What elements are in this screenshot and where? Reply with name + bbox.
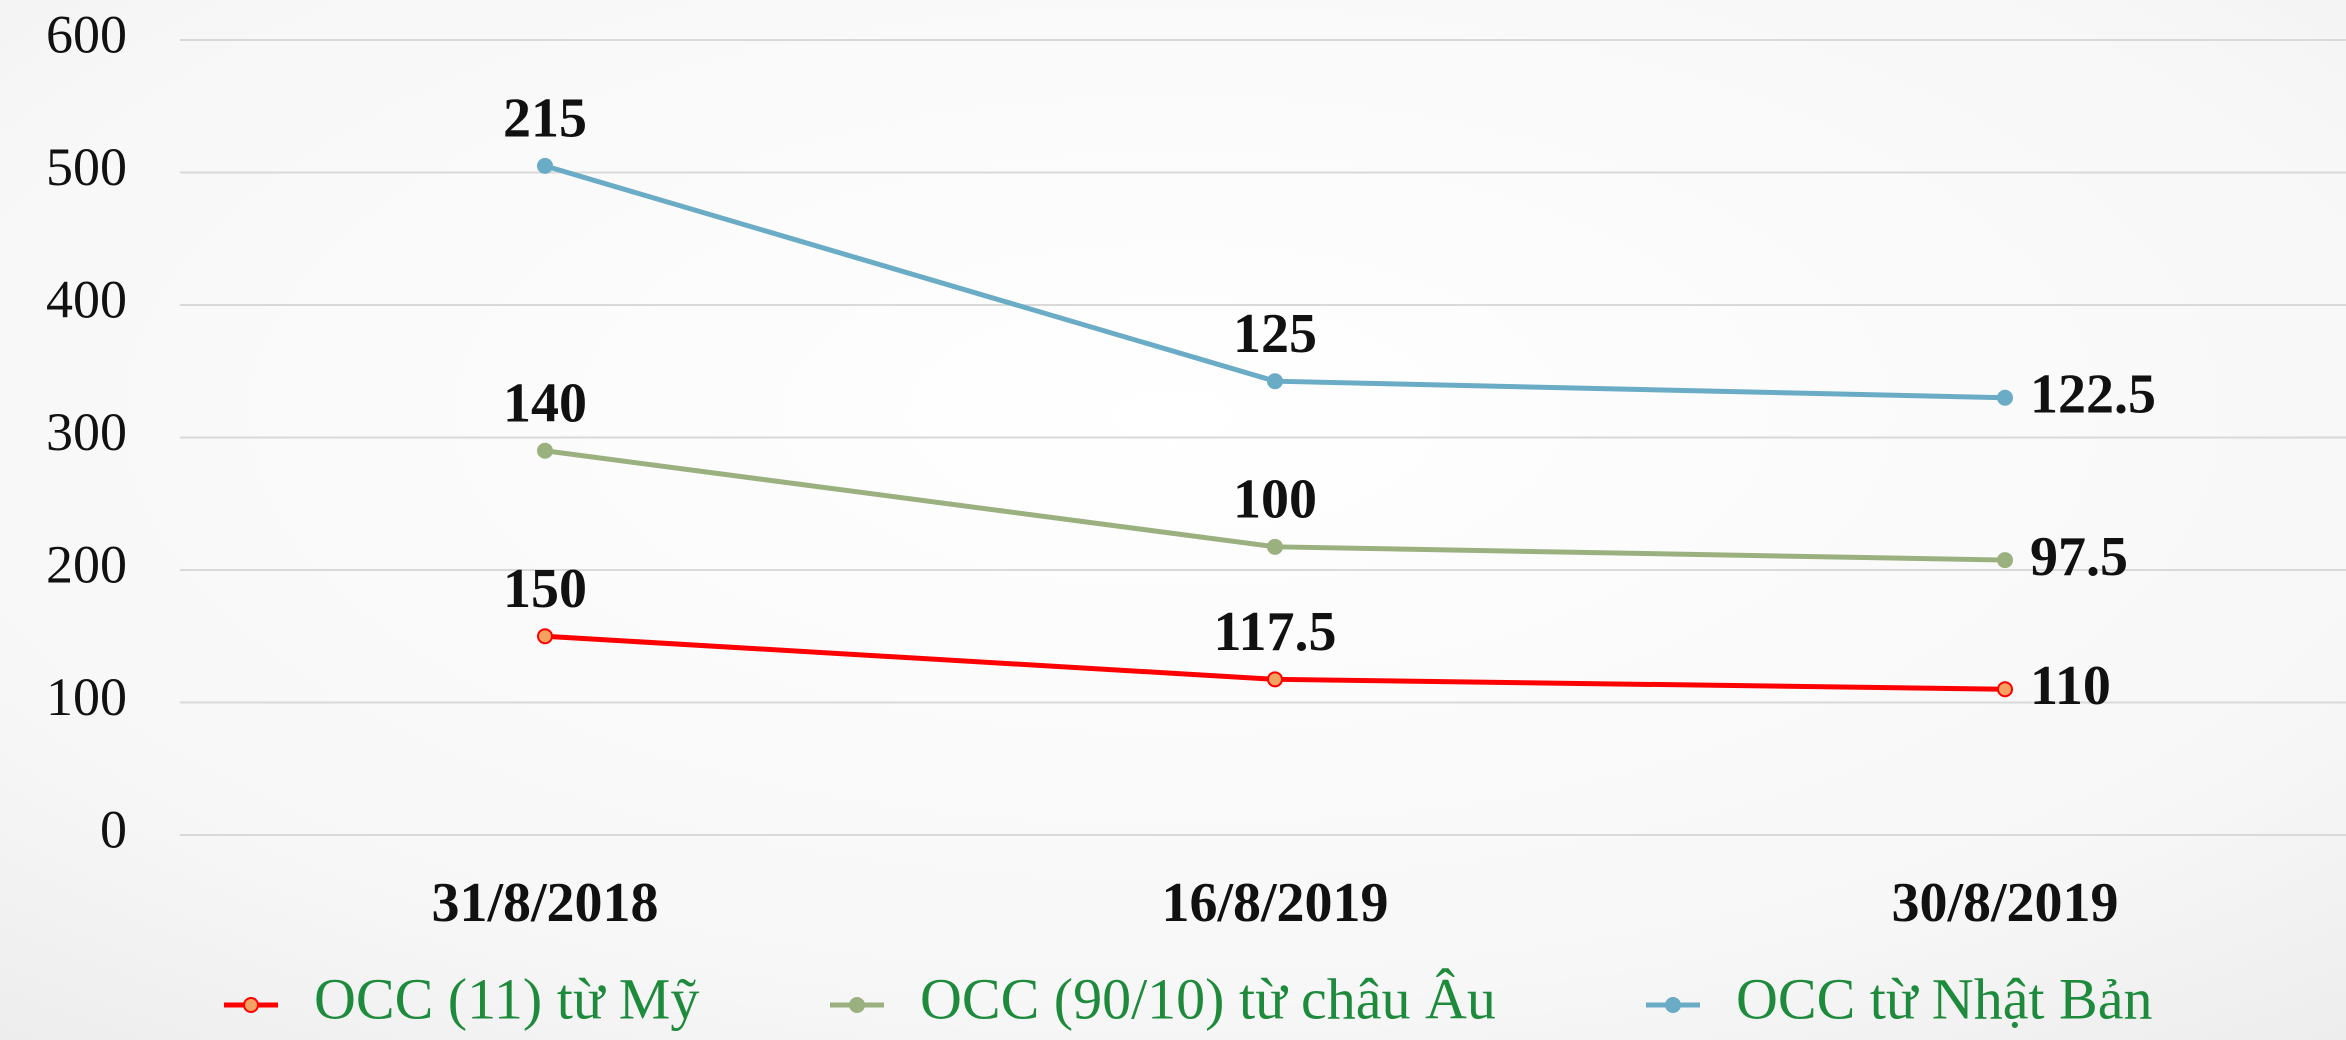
data-label: 125 — [1233, 303, 1317, 365]
point — [537, 157, 553, 174]
x-tick-label: 31/8/2018 — [431, 872, 658, 934]
y-tick-label: 300 — [46, 402, 127, 462]
legend-label: OCC từ Nhật Bản — [1736, 966, 2152, 1031]
x-tick-label: 16/8/2019 — [1161, 872, 1388, 934]
point — [1267, 671, 1283, 688]
y-tick-label: 0 — [100, 799, 127, 859]
data-label: 140 — [503, 373, 587, 435]
legend-label: OCC (11) từ Mỹ — [314, 966, 699, 1031]
data-label: 122.5 — [2030, 364, 2156, 426]
y-tick-label: 100 — [46, 667, 127, 727]
point — [537, 628, 553, 645]
y-tick-label: 500 — [46, 137, 127, 197]
point — [1267, 373, 1283, 390]
y-tick-label: 200 — [46, 534, 127, 594]
data-label: 150 — [503, 558, 587, 620]
y-tick-label: 600 — [46, 4, 127, 64]
y-tick-label: 400 — [46, 269, 127, 329]
data-label: 100 — [1233, 469, 1317, 531]
legend-marker — [243, 997, 259, 1013]
point — [1997, 681, 2013, 698]
data-label: 110 — [2030, 655, 2111, 717]
legend-marker — [849, 997, 865, 1013]
data-label: 215 — [503, 88, 587, 150]
point — [1997, 552, 2013, 569]
legend-label: OCC (90/10) từ châu Âu — [920, 966, 1496, 1031]
data-label: 97.5 — [2030, 526, 2128, 588]
point — [1267, 538, 1283, 555]
x-tick-label: 30/8/2019 — [1891, 872, 2118, 934]
point — [1997, 389, 2013, 406]
data-label: 117.5 — [1214, 601, 1337, 663]
legend-marker — [1665, 997, 1681, 1013]
point — [537, 442, 553, 459]
